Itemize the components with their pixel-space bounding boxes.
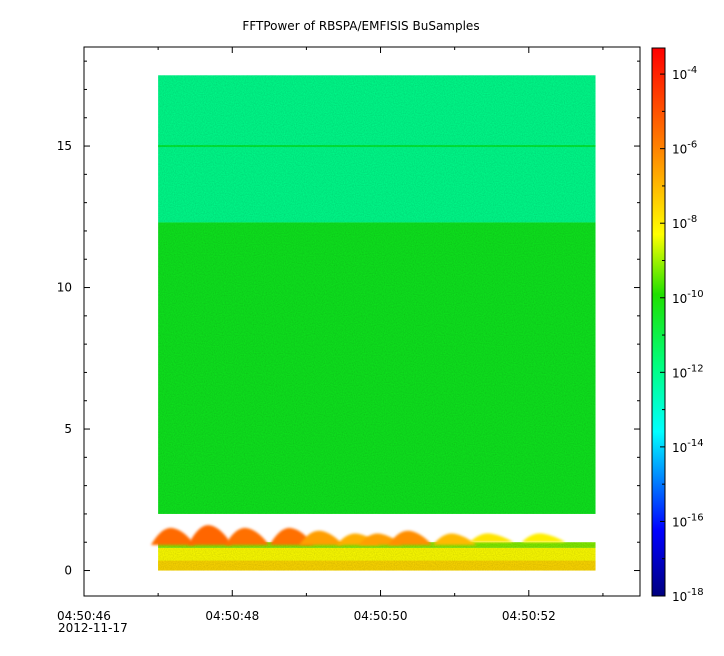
- colorbar-tick-label: 10-12: [672, 363, 704, 380]
- emission-burst: [188, 525, 233, 546]
- y-tick-label: 0: [64, 564, 72, 578]
- y-axis: 0 5 10 15: [57, 60, 640, 578]
- emission-bursts: [150, 525, 566, 546]
- emission-burst: [521, 533, 566, 543]
- x-tick-label: 04:50:52: [502, 609, 556, 623]
- emission-burst: [432, 533, 477, 546]
- colorbar-tick-label: 10-14: [672, 438, 704, 455]
- colorbar-tick-label: 10-6: [672, 140, 697, 157]
- region-bottom-edge: [158, 560, 596, 571]
- colorbar-ticks: 10-18 10-16 10-14 10-12 10-10 10-8 10-6 10-4: [660, 65, 704, 604]
- x-axis: 04:50:46 04:50:48 04:50:50 04:50:52: [57, 47, 604, 623]
- region-high-band: [158, 75, 596, 223]
- y-tick-label: 15: [57, 139, 72, 153]
- colorbar-tick-label: 10-4: [672, 65, 697, 82]
- region-mid-band: [158, 222, 596, 514]
- spectrogram-image: [158, 75, 596, 571]
- region-line-15: [158, 145, 596, 148]
- colorbar-tick-label: 10-16: [672, 512, 704, 529]
- chart-title: FFTPower of RBSPA/EMFISIS BuSamples: [242, 19, 479, 33]
- emission-burst: [225, 527, 270, 546]
- colorbar-tick-label: 10-10: [672, 289, 704, 306]
- colorbar-tick-label: 10-18: [672, 587, 704, 604]
- x-tick-label: 04:50:46: [57, 609, 111, 623]
- emission-burst: [469, 533, 514, 543]
- x-tick-label: 04:50:48: [205, 609, 259, 623]
- colorbar-tick-label: 10-8: [672, 214, 697, 231]
- emission-burst: [299, 530, 344, 546]
- emission-burst: [150, 527, 195, 546]
- emission-burst: [388, 530, 433, 546]
- y-tick-label: 10: [57, 281, 72, 295]
- y-tick-label: 5: [64, 422, 72, 436]
- colorbar: [651, 47, 666, 597]
- x-axis-date-label: 2012-11-17: [58, 621, 128, 635]
- x-tick-label: 04:50:50: [354, 609, 408, 623]
